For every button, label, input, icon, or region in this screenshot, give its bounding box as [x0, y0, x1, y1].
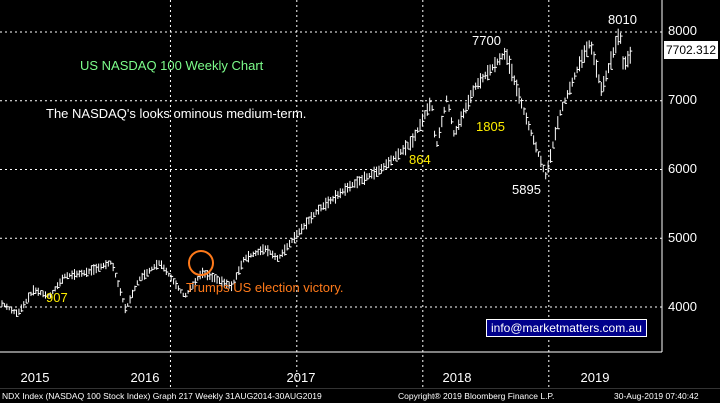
x-tick-label: 2017	[286, 370, 316, 385]
election-marker-circle	[188, 250, 214, 276]
chart-subtitle: The NASDAQ's looks ominous medium-term.	[46, 106, 307, 121]
last-price-tag: 7702.312	[664, 41, 718, 59]
y-tick-label: 6000	[668, 161, 697, 176]
footer-timestamp: 30-Aug-2019 07:40:42	[614, 391, 699, 401]
annotation-864: 864	[409, 152, 431, 167]
y-tick-label: 5000	[668, 230, 697, 245]
chart-plot	[0, 0, 663, 388]
chart-title: US NASDAQ 100 Weekly Chart	[80, 58, 264, 73]
contact-email[interactable]: info@marketmatters.com.au	[486, 319, 647, 337]
y-tick-label: 4000	[668, 299, 697, 314]
annotation-907: 907	[46, 290, 68, 305]
annotation-1805: 1805	[476, 119, 505, 134]
footer-bar: NDX Index (NASDAQ 100 Stock Index) Graph…	[0, 388, 720, 403]
x-tick-label: 2018	[442, 370, 472, 385]
x-tick-label: 2019	[580, 370, 610, 385]
annotation-7700: 7700	[472, 33, 501, 48]
price-bars	[1, 28, 633, 317]
x-tick-label: 2016	[130, 370, 160, 385]
annotation-election: Trumps US election victory.	[186, 280, 344, 295]
annotation-8010: 8010	[608, 12, 637, 27]
y-tick-label: 7000	[668, 92, 697, 107]
y-tick-label: 8000	[668, 23, 697, 38]
annotation-5895: 5895	[512, 182, 541, 197]
grid-lines	[0, 0, 662, 388]
x-tick-label: 2015	[20, 370, 50, 385]
footer-left-text: NDX Index (NASDAQ 100 Stock Index) Graph…	[2, 391, 322, 401]
footer-copyright: Copyright® 2019 Bloomberg Finance L.P.	[398, 391, 555, 401]
